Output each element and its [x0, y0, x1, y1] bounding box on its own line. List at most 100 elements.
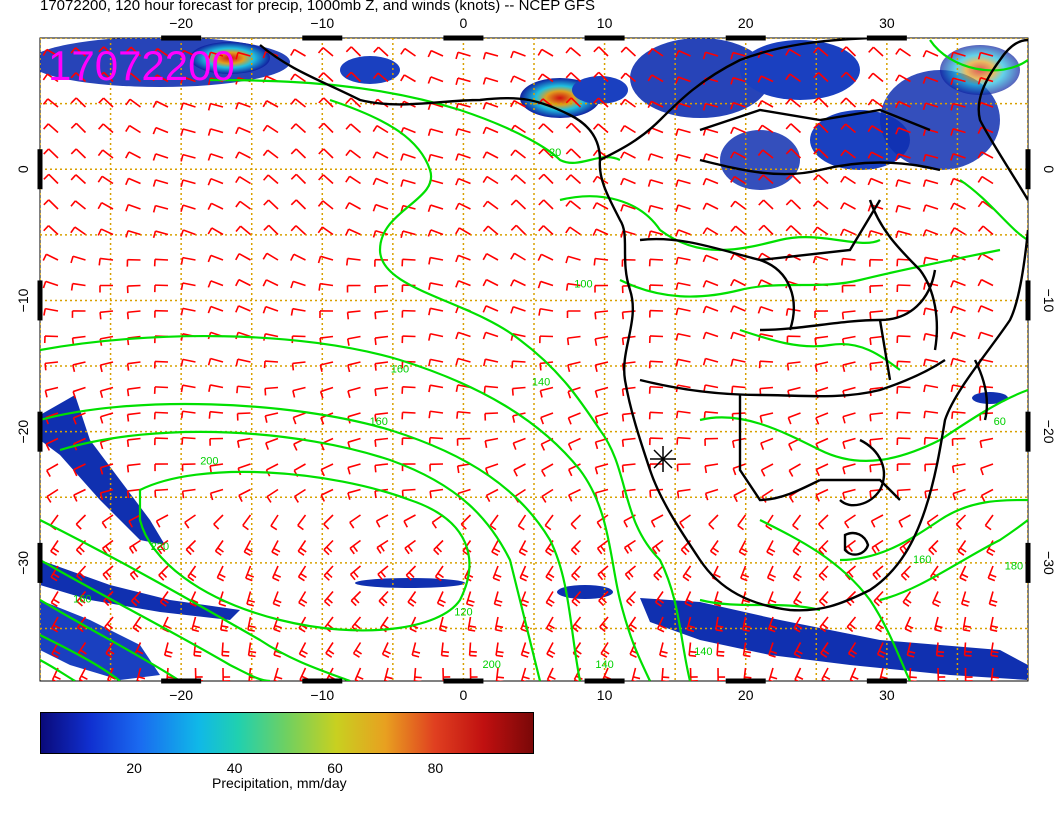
wind-barb [246, 591, 255, 607]
wind-barb [485, 488, 499, 503]
wind-barb [349, 539, 361, 555]
wind-barb [98, 123, 114, 134]
wind-barb [97, 149, 114, 159]
axis-ticks: −20 −20 −10 −10 0 0 10 10 20 20 30 30 0 0 −10 −10 −20 −20… [15, 15, 1056, 700]
wind-barb [648, 437, 664, 446]
wind-barb [812, 200, 829, 210]
wind-barb [785, 199, 802, 210]
wind-barb [455, 280, 471, 288]
wind-barb [235, 225, 252, 236]
wind-barb [482, 175, 499, 185]
wind-barb [76, 616, 87, 633]
wind-barb [565, 174, 582, 185]
wind-barb [273, 667, 283, 681]
wind-barb [125, 124, 141, 134]
wind-barb [922, 229, 939, 237]
wind-barb [840, 97, 857, 108]
wind-barb [345, 97, 362, 108]
wind-barb [70, 148, 87, 159]
wind-barb [821, 667, 831, 681]
wind-barb [99, 310, 114, 320]
wind-barb [483, 358, 499, 367]
wind-barb [950, 331, 966, 340]
wind-barb [290, 199, 307, 210]
wind-barb [125, 177, 141, 186]
wind-barb [99, 463, 114, 475]
wind-barb [156, 539, 169, 555]
wind-barb [730, 305, 746, 313]
wind-barb [568, 488, 581, 502]
wind-barb [675, 332, 691, 341]
contour-label: 160 [370, 416, 388, 428]
wind-barb [594, 335, 609, 346]
wind-barb [928, 539, 939, 556]
wind-barb [484, 412, 499, 421]
wind-barb [988, 591, 998, 607]
wind-barb [512, 437, 526, 450]
wind-barb [374, 335, 389, 346]
wind-barb [818, 514, 829, 530]
wind-barb [345, 71, 362, 83]
wind-barb [679, 514, 691, 529]
wind-barb [814, 310, 829, 319]
x-tick-label: −10 [310, 15, 334, 31]
wind-barb [181, 488, 196, 499]
wind-barb [271, 540, 281, 556]
wind-barb [895, 100, 911, 109]
wind-barb [431, 514, 444, 529]
wind-barb [99, 412, 114, 424]
wind-barb [70, 226, 86, 236]
wind-barb [352, 642, 362, 658]
wind-barb [571, 616, 582, 633]
wind-barb [325, 642, 335, 658]
wind-barb [760, 463, 774, 477]
wind-barb [818, 539, 829, 556]
wind-barb [813, 174, 829, 185]
wind-barb [758, 360, 774, 369]
wind-barb [647, 204, 664, 213]
wind-barb [132, 616, 142, 633]
wind-barb [648, 258, 664, 267]
wind-barb [977, 305, 994, 313]
wind-barb [977, 331, 994, 340]
wind-barb [842, 361, 856, 373]
wind-barb [50, 565, 60, 582]
wind-barb [345, 228, 361, 236]
wind-barb [906, 642, 916, 658]
wind-barb [785, 225, 802, 236]
wind-barb [688, 642, 697, 657]
wind-barb [493, 591, 503, 607]
wind-barb [957, 540, 967, 556]
wind-barb [623, 539, 636, 554]
wind-barb [510, 224, 527, 236]
wind-barb [377, 565, 389, 581]
wind-barb [895, 153, 911, 161]
wind-barb [291, 361, 306, 371]
wind-barb [235, 151, 251, 159]
wind-barb [787, 412, 801, 425]
wind-barb [374, 412, 389, 422]
wind-barb [345, 149, 361, 159]
wind-barb [323, 565, 334, 581]
wind-barb [840, 123, 857, 134]
wind-barb [620, 98, 636, 108]
wind-barb [513, 463, 526, 477]
wind-barb [180, 102, 196, 110]
wind-barb [510, 50, 526, 59]
wind-barb [950, 51, 966, 60]
wind-barb [373, 46, 389, 57]
wind-barb [468, 642, 477, 657]
wind-barb [648, 411, 664, 420]
wind-barb [50, 591, 60, 607]
wind-barb [840, 149, 856, 159]
wind-barb [565, 122, 582, 134]
wind-barb [247, 642, 257, 658]
wind-barb [482, 101, 499, 110]
wind-barb [717, 667, 726, 681]
wind-barb [896, 488, 911, 498]
wind-barb [847, 642, 858, 658]
wind-barb [895, 127, 911, 135]
wind-barb [180, 179, 196, 187]
wind-barb [631, 667, 641, 681]
